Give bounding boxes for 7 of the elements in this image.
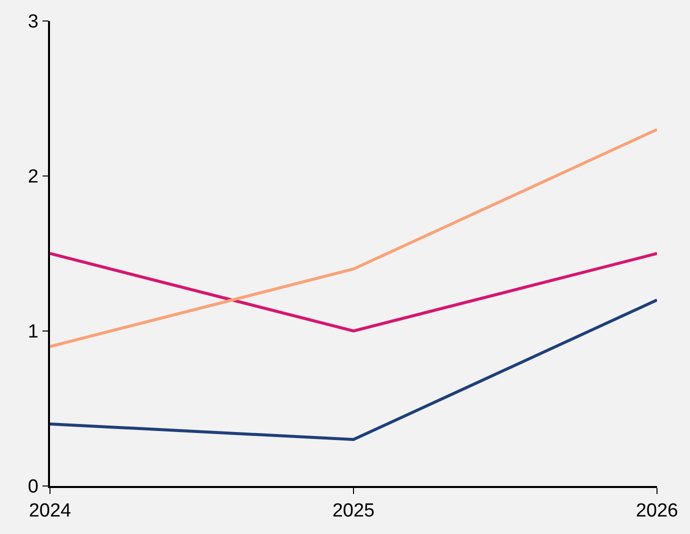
y-tick-label: 2 <box>28 166 38 188</box>
x-tick-label: 2026 <box>636 500 678 522</box>
y-tick-label: 3 <box>28 12 38 33</box>
y-tick-label: 1 <box>28 322 38 343</box>
x-tick-label: 2024 <box>28 500 72 522</box>
y-tick-label: 0 <box>28 476 38 498</box>
x-tick-label: 2025 <box>332 500 375 522</box>
